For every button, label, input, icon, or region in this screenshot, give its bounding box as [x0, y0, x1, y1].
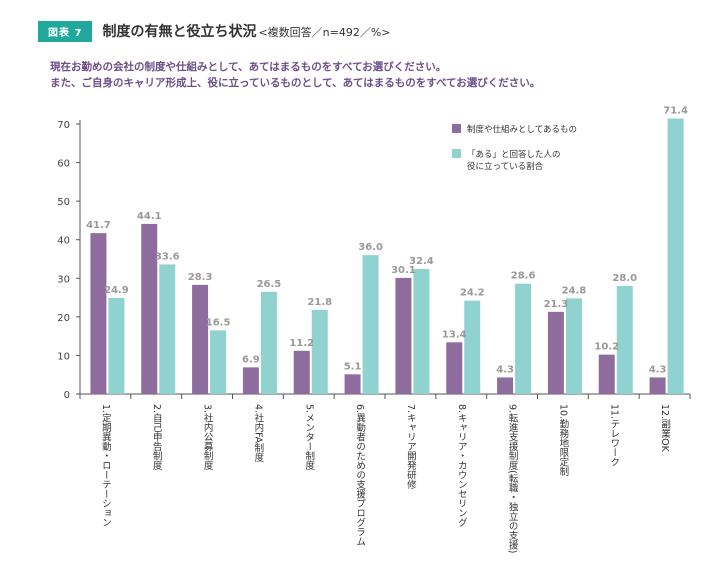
title-suffix: <複数回答／n=492／%> [258, 26, 391, 39]
data-label-series2: 26.5 [257, 279, 282, 290]
data-label-series1: 41.7 [86, 220, 111, 231]
data-label-series2: 33.6 [155, 251, 180, 262]
y-tick-label: 70 [57, 120, 70, 131]
bar-series2 [108, 297, 125, 394]
data-label-series1: 10.2 [594, 342, 619, 353]
bar-series1 [293, 350, 310, 394]
data-label-series1: 4.3 [649, 364, 667, 375]
bar-series1 [90, 233, 107, 394]
bar-series2 [159, 264, 176, 394]
legend-label-series1: 制度や仕組みとしてあるもの [467, 124, 577, 135]
subtitle-line-2: また、ご自身のキャリア形成上、役に立っているものとして、あてはまるものをすべてお… [50, 77, 541, 89]
data-label-series1: 21.3 [544, 299, 569, 310]
y-tick-label: 10 [57, 351, 70, 362]
data-label-series2: 32.4 [409, 256, 434, 267]
category-label: 8.キャリア・カウンセリング [456, 404, 468, 527]
subtitle-line-1: 現在お勤めの会社の制度や仕組みとして、あてはまるものをすべてお選びください。 [50, 61, 447, 73]
bar-series2 [362, 255, 379, 394]
bar-series1 [446, 342, 463, 394]
bar-series1 [547, 311, 564, 394]
bar-series2 [413, 269, 430, 394]
bar-series2 [565, 298, 582, 394]
y-tick-label: 0 [64, 390, 70, 401]
data-label-series2: 21.8 [307, 297, 332, 308]
data-label-series1: 5.1 [344, 361, 362, 372]
category-label: 2.自己申告制度 [151, 404, 163, 471]
y-tick-label: 50 [57, 197, 70, 208]
bar-series1 [141, 223, 158, 394]
data-label-series2: 24.8 [562, 285, 587, 296]
y-tick-label: 60 [57, 159, 70, 170]
category-label: 6.異動者のための支援プログラム [354, 404, 366, 546]
figure-title: 制度の有無と役立ち状況 <複数回答／n=492／%> [102, 21, 390, 41]
bar-series1 [497, 377, 514, 394]
data-label-series1: 4.3 [496, 364, 514, 375]
data-label-series2: 28.6 [511, 271, 536, 282]
bar-series2 [311, 309, 328, 394]
title-text: 制度の有無と役立ち状況 [102, 24, 257, 40]
legend-label-series2: 「ある」と回答した人の [467, 149, 561, 160]
data-label-series1: 11.2 [289, 338, 314, 349]
data-label-series2: 24.2 [460, 288, 485, 299]
y-tick-label: 30 [57, 274, 70, 285]
category-label: 9.転進支援制度(転職・独立の支援) [507, 404, 519, 553]
bar-series2 [667, 118, 684, 394]
bar-series2 [210, 330, 227, 394]
y-tick-label: 20 [57, 313, 70, 324]
data-label-series1: 30.1 [391, 265, 416, 276]
data-label-series1: 44.1 [137, 211, 162, 222]
bar-series2 [260, 291, 277, 394]
data-label-series2: 28.0 [612, 273, 637, 284]
figure-header: 図表 7 制度の有無と役立ち状況 <複数回答／n=492／%> [38, 20, 391, 42]
category-label: 4.社内FA制度 [252, 404, 264, 463]
data-label-series2: 24.9 [104, 285, 129, 296]
category-label: 5.メンター制度 [303, 404, 315, 471]
data-label-series2: 71.4 [663, 106, 688, 117]
data-label-series1: 6.9 [242, 354, 260, 365]
bar-series2 [515, 283, 532, 394]
bar-series1 [242, 367, 259, 394]
bar-series1 [649, 377, 666, 394]
category-label: 3.社内公募制度 [202, 404, 214, 471]
legend-label-series2: 役に立っている割合 [467, 161, 544, 172]
data-label-series2: 16.5 [206, 317, 231, 328]
y-tick-label: 40 [57, 236, 70, 247]
bar-series1 [344, 374, 361, 394]
legend-swatch-series2 [452, 149, 461, 158]
legend-swatch-series1 [452, 124, 461, 133]
category-label: 11.テレワーク [608, 404, 619, 467]
category-label: 1.定期異動・ローテーション [100, 404, 112, 527]
category-label: 12.副業OK [659, 404, 671, 453]
data-label-series1: 13.4 [442, 329, 467, 340]
bar-series2 [616, 286, 633, 394]
bar-series2 [464, 300, 481, 394]
bar-series1 [395, 277, 412, 394]
bar-series1 [598, 354, 615, 394]
category-label: 7.キャリア開発研修 [405, 404, 417, 490]
data-label-series1: 28.3 [188, 272, 213, 283]
bar-series1 [192, 284, 209, 394]
figure-badge: 図表 7 [38, 20, 93, 42]
category-label: 10.勤務地限定制 [557, 404, 569, 476]
data-label-series2: 36.0 [358, 242, 383, 253]
